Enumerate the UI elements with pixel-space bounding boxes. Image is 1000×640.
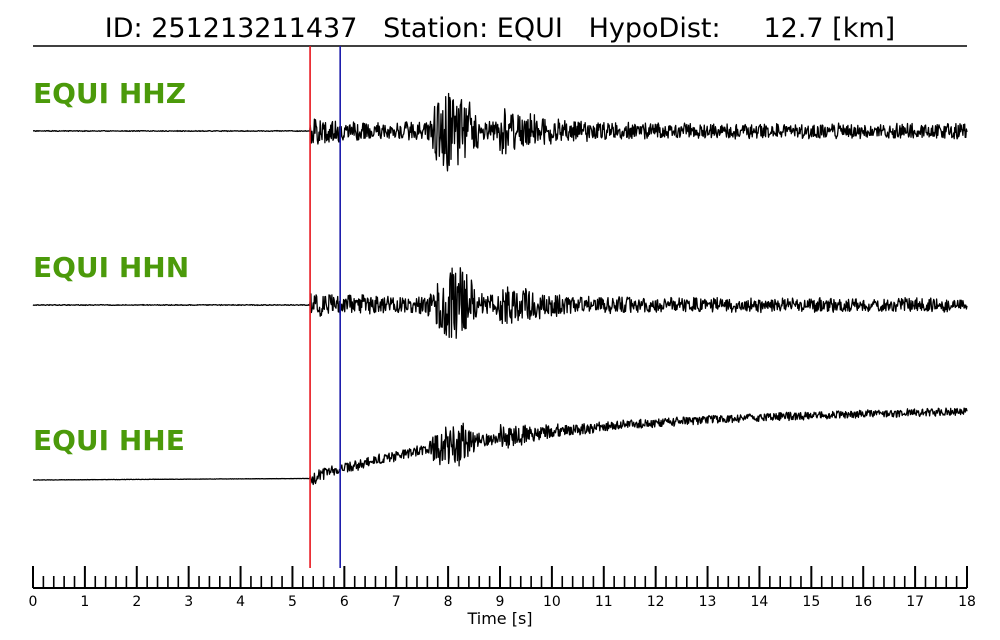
x-tick-label: 18	[958, 594, 976, 610]
title-station: Station: EQUI	[383, 13, 563, 44]
title-hypodist: HypoDist: 12.7 [km]	[589, 13, 896, 44]
x-tick-label: 10	[543, 594, 561, 610]
trace-equi-hhz	[32, 92, 968, 172]
x-tick-label: 17	[906, 594, 924, 610]
x-tick-label: 7	[392, 594, 401, 610]
x-tick-label: 6	[340, 594, 349, 610]
picks-layer	[309, 46, 341, 568]
x-tick-label: 4	[236, 594, 245, 610]
channel-label-hhz: EQUI HHZ	[33, 77, 186, 110]
x-tick-label: 8	[444, 594, 453, 610]
chart-title: ID: 251213211437 Station: EQUI HypoDist:…	[105, 13, 895, 44]
title-id: ID: 251213211437	[105, 13, 358, 44]
x-tick-label: 0	[29, 594, 38, 610]
traces-layer	[32, 92, 968, 486]
x-tick-label: 9	[496, 594, 505, 610]
trace-equi-hhe	[32, 407, 968, 486]
channel-label-hhe: EQUI HHE	[33, 424, 185, 457]
x-axis-label: Time [s]	[466, 609, 532, 628]
x-tick-label: 11	[595, 594, 613, 610]
time-axis: 0 1 2 3 4 5 6 7 8 9 10 11 12 13 14 15 16 17 18	[29, 566, 976, 610]
x-tick-label: 16	[854, 594, 872, 610]
x-tick-label: 1	[80, 594, 89, 610]
x-tick-label: 2	[132, 594, 141, 610]
x-tick-label: 12	[647, 594, 665, 610]
trace-equi-hhn	[32, 267, 968, 339]
x-tick-label: 14	[751, 594, 769, 610]
x-tick-label: 15	[802, 594, 820, 610]
x-tick-label: 3	[184, 594, 193, 610]
channel-label-hhn: EQUI HHN	[33, 251, 189, 284]
x-tick-label: 5	[288, 594, 297, 610]
x-tick-label: 13	[699, 594, 717, 610]
